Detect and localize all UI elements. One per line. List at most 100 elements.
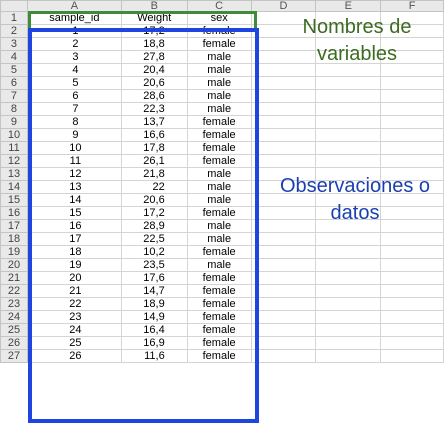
cell-sample-id[interactable]: 19 [26,258,122,272]
cell-empty[interactable] [380,258,444,272]
row-number[interactable]: 13 [0,167,28,181]
cell-empty[interactable] [250,245,317,259]
cell-sex[interactable]: female [186,271,252,285]
cell-sample-id[interactable]: 12 [26,167,122,181]
cell-sample-id[interactable]: 3 [26,50,122,64]
cell-sex[interactable]: female [186,297,252,311]
row-number[interactable]: 23 [0,297,28,311]
row-number[interactable]: 3 [0,37,28,51]
cell-sex[interactable]: female [186,349,252,363]
column-header-b[interactable]: B [120,0,188,12]
row-number[interactable]: 4 [0,50,28,64]
cell-sample-id[interactable]: 5 [26,76,122,90]
cell-sex[interactable]: male [186,76,252,90]
cell-weight[interactable]: 27,8 [120,50,188,64]
cell-empty[interactable] [315,154,382,168]
cell-empty[interactable] [380,89,444,103]
cell-empty[interactable] [380,115,444,129]
cell-sex[interactable]: female [186,206,252,220]
cell-empty[interactable] [380,271,444,285]
cell-sample-id[interactable]: 22 [26,297,122,311]
cell-empty[interactable] [315,323,382,337]
row-number[interactable]: 9 [0,115,28,129]
row-number[interactable]: 25 [0,323,28,337]
cell-empty[interactable] [380,154,444,168]
cell-weight[interactable]: 26,1 [120,154,188,168]
column-header-a[interactable]: A [26,0,122,12]
cell-sample-id[interactable]: 9 [26,128,122,142]
row-number[interactable]: 18 [0,232,28,246]
cell-sex[interactable]: female [186,245,252,259]
cell-empty[interactable] [315,284,382,298]
row-number[interactable]: 12 [0,154,28,168]
cell-sample-id[interactable]: 13 [26,180,122,194]
cell-sample-id[interactable]: 26 [26,349,122,363]
cell-empty[interactable] [250,154,317,168]
row-number[interactable]: 27 [0,349,28,363]
cell-sex[interactable]: male [186,219,252,233]
column-header-c[interactable]: C [186,0,252,12]
cell-weight[interactable]: 17,8 [120,141,188,155]
cell-sex[interactable]: female [186,336,252,350]
cell-weight[interactable]: 22,5 [120,232,188,246]
row-number[interactable]: 5 [0,63,28,77]
cell-weight[interactable]: 20,4 [120,63,188,77]
cell-weight[interactable]: 11,6 [120,349,188,363]
cell-weight[interactable]: 18,8 [120,37,188,51]
cell-empty[interactable] [250,349,317,363]
cell-weight[interactable]: 28,9 [120,219,188,233]
cell-sex[interactable]: male [186,180,252,194]
cell-sex[interactable]: male [186,193,252,207]
cell-empty[interactable] [250,89,317,103]
select-all-corner[interactable] [0,0,28,12]
cell-weight[interactable]: 16,9 [120,336,188,350]
cell-weight[interactable]: 16,4 [120,323,188,337]
column-header-e[interactable]: E [315,0,382,12]
cell-empty[interactable] [315,232,382,246]
cell-weight[interactable]: 20,6 [120,76,188,90]
cell-sex[interactable]: female [186,141,252,155]
cell-weight[interactable]: 28,6 [120,89,188,103]
spreadsheet-grid[interactable]: A B C D E F 1 sample_id Weight sex 2 1 17,… [0,0,444,363]
cell-empty[interactable] [250,115,317,129]
cell-empty[interactable] [315,349,382,363]
cell-empty[interactable] [315,115,382,129]
cell-empty[interactable] [250,141,317,155]
cell-sample-id[interactable]: 18 [26,245,122,259]
cell-weight[interactable]: 17,2 [120,24,188,38]
cell-empty[interactable] [250,128,317,142]
column-header-f[interactable]: F [380,0,444,12]
row-number[interactable]: 26 [0,336,28,350]
cell-sample-id[interactable]: 25 [26,336,122,350]
cell-sample-id[interactable]: 20 [26,271,122,285]
cell-sample-id[interactable]: 15 [26,206,122,220]
cell-empty[interactable] [315,258,382,272]
cell-empty[interactable] [380,310,444,324]
cell-sex[interactable]: female [186,128,252,142]
row-number[interactable]: 15 [0,193,28,207]
cell-sex[interactable]: male [186,102,252,116]
row-number[interactable]: 21 [0,271,28,285]
cell-empty[interactable] [315,271,382,285]
cell-sex[interactable]: female [186,154,252,168]
cell-sex[interactable]: female [186,323,252,337]
cell-empty[interactable] [315,310,382,324]
cell-weight[interactable]: 13,7 [120,115,188,129]
cell-empty[interactable] [250,258,317,272]
cell-sample-id[interactable]: 8 [26,115,122,129]
row-number[interactable]: 7 [0,89,28,103]
cell-empty[interactable] [315,141,382,155]
cell-sex[interactable]: male [186,50,252,64]
cell-empty[interactable] [315,102,382,116]
cell-weight[interactable]: 16,6 [120,128,188,142]
cell-empty[interactable] [380,245,444,259]
column-header-d[interactable]: D [250,0,317,12]
cell-empty[interactable] [380,76,444,90]
row-number[interactable]: 2 [0,24,28,38]
cell-sex[interactable]: female [186,310,252,324]
cell-sample-id[interactable]: 14 [26,193,122,207]
row-number[interactable]: 22 [0,284,28,298]
cell-sample-id[interactable]: 11 [26,154,122,168]
cell-empty[interactable] [315,297,382,311]
cell-empty[interactable] [315,245,382,259]
